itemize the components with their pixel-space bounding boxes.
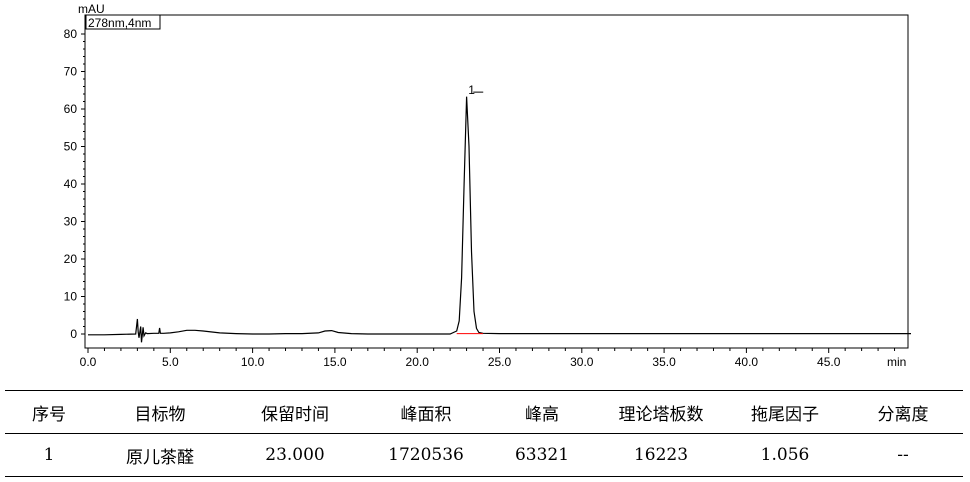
table-cell: 23.000 bbox=[265, 445, 325, 465]
peak-annotation: 1 bbox=[468, 83, 484, 97]
x-axis-ticks: 0.0 5.0 10.0 15.0 20.0 25.0 30.0 35.0 40.0 45.0 bbox=[80, 348, 896, 369]
chromatogram-series bbox=[88, 96, 911, 343]
peak-label: 1 bbox=[468, 83, 475, 97]
x-tick-label: 35.0 bbox=[652, 355, 676, 369]
x-tick-label: 45.0 bbox=[817, 355, 841, 369]
x-tick-label: 25.0 bbox=[488, 355, 512, 369]
header-cell: 保留时间 bbox=[261, 404, 329, 425]
y-tick-label: 70 bbox=[64, 65, 78, 79]
y-tick-label: 0 bbox=[70, 327, 77, 341]
x-tick-label: 40.0 bbox=[735, 355, 759, 369]
header-cell: 峰高 bbox=[525, 404, 559, 425]
results-table: 序号 目标物 保留时间 峰面积 峰高 理论塔板数 拖尾因子 分离度 1 原儿茶醛… bbox=[5, 390, 963, 477]
y-axis-ticks: 0 10 20 30 40 50 60 70 80 bbox=[64, 27, 85, 341]
table-cell: -- bbox=[897, 445, 909, 465]
table-cell: 1.056 bbox=[760, 445, 810, 465]
header-cell: 目标物 bbox=[134, 404, 186, 425]
x-tick-label: 20.0 bbox=[406, 355, 430, 369]
table-cell: 63321 bbox=[514, 445, 570, 465]
x-tick-label: 0.0 bbox=[80, 355, 97, 369]
legend-label: 278nm,4nm bbox=[88, 16, 151, 30]
table-header-row: 序号 目标物 保留时间 峰面积 峰高 理论塔板数 拖尾因子 分离度 bbox=[5, 390, 963, 434]
y-tick-label: 30 bbox=[64, 215, 78, 229]
header-cell: 理论塔板数 bbox=[618, 404, 704, 425]
chromatogram-chart: 0 10 20 30 40 50 60 70 80 0.0 5.0 10.0 15.0 20.0 25.0… bbox=[64, 2, 911, 369]
table-row: 1 原儿茶醛 23.000 1720536 63321 16223 1.056 … bbox=[5, 434, 963, 477]
y-tick-label: 80 bbox=[64, 27, 78, 41]
y-axis-label: mAU bbox=[78, 2, 105, 16]
plot-frame bbox=[84, 14, 909, 349]
x-axis-label: min bbox=[887, 355, 906, 369]
x-tick-label: 15.0 bbox=[323, 355, 347, 369]
x-tick-label: 10.0 bbox=[241, 355, 265, 369]
y-tick-label: 50 bbox=[64, 140, 78, 154]
y-tick-label: 60 bbox=[64, 102, 78, 116]
x-tick-label: 5.0 bbox=[162, 355, 179, 369]
y-tick-label: 20 bbox=[64, 252, 78, 266]
table-cell: 原儿茶醛 bbox=[126, 447, 194, 468]
table-cell: 16223 bbox=[633, 445, 689, 465]
legend-box bbox=[85, 14, 161, 30]
header-cell: 序号 bbox=[32, 404, 66, 425]
y-tick-label: 10 bbox=[64, 290, 78, 304]
table-cell: 1 bbox=[43, 445, 55, 465]
header-cell: 拖尾因子 bbox=[751, 404, 819, 425]
signal-trace bbox=[88, 96, 911, 343]
table-cell: 1720536 bbox=[388, 445, 464, 465]
header-cell: 峰面积 bbox=[400, 404, 452, 425]
y-tick-label: 40 bbox=[64, 177, 78, 191]
x-tick-label: 30.0 bbox=[570, 355, 594, 369]
header-cell: 分离度 bbox=[877, 404, 929, 425]
